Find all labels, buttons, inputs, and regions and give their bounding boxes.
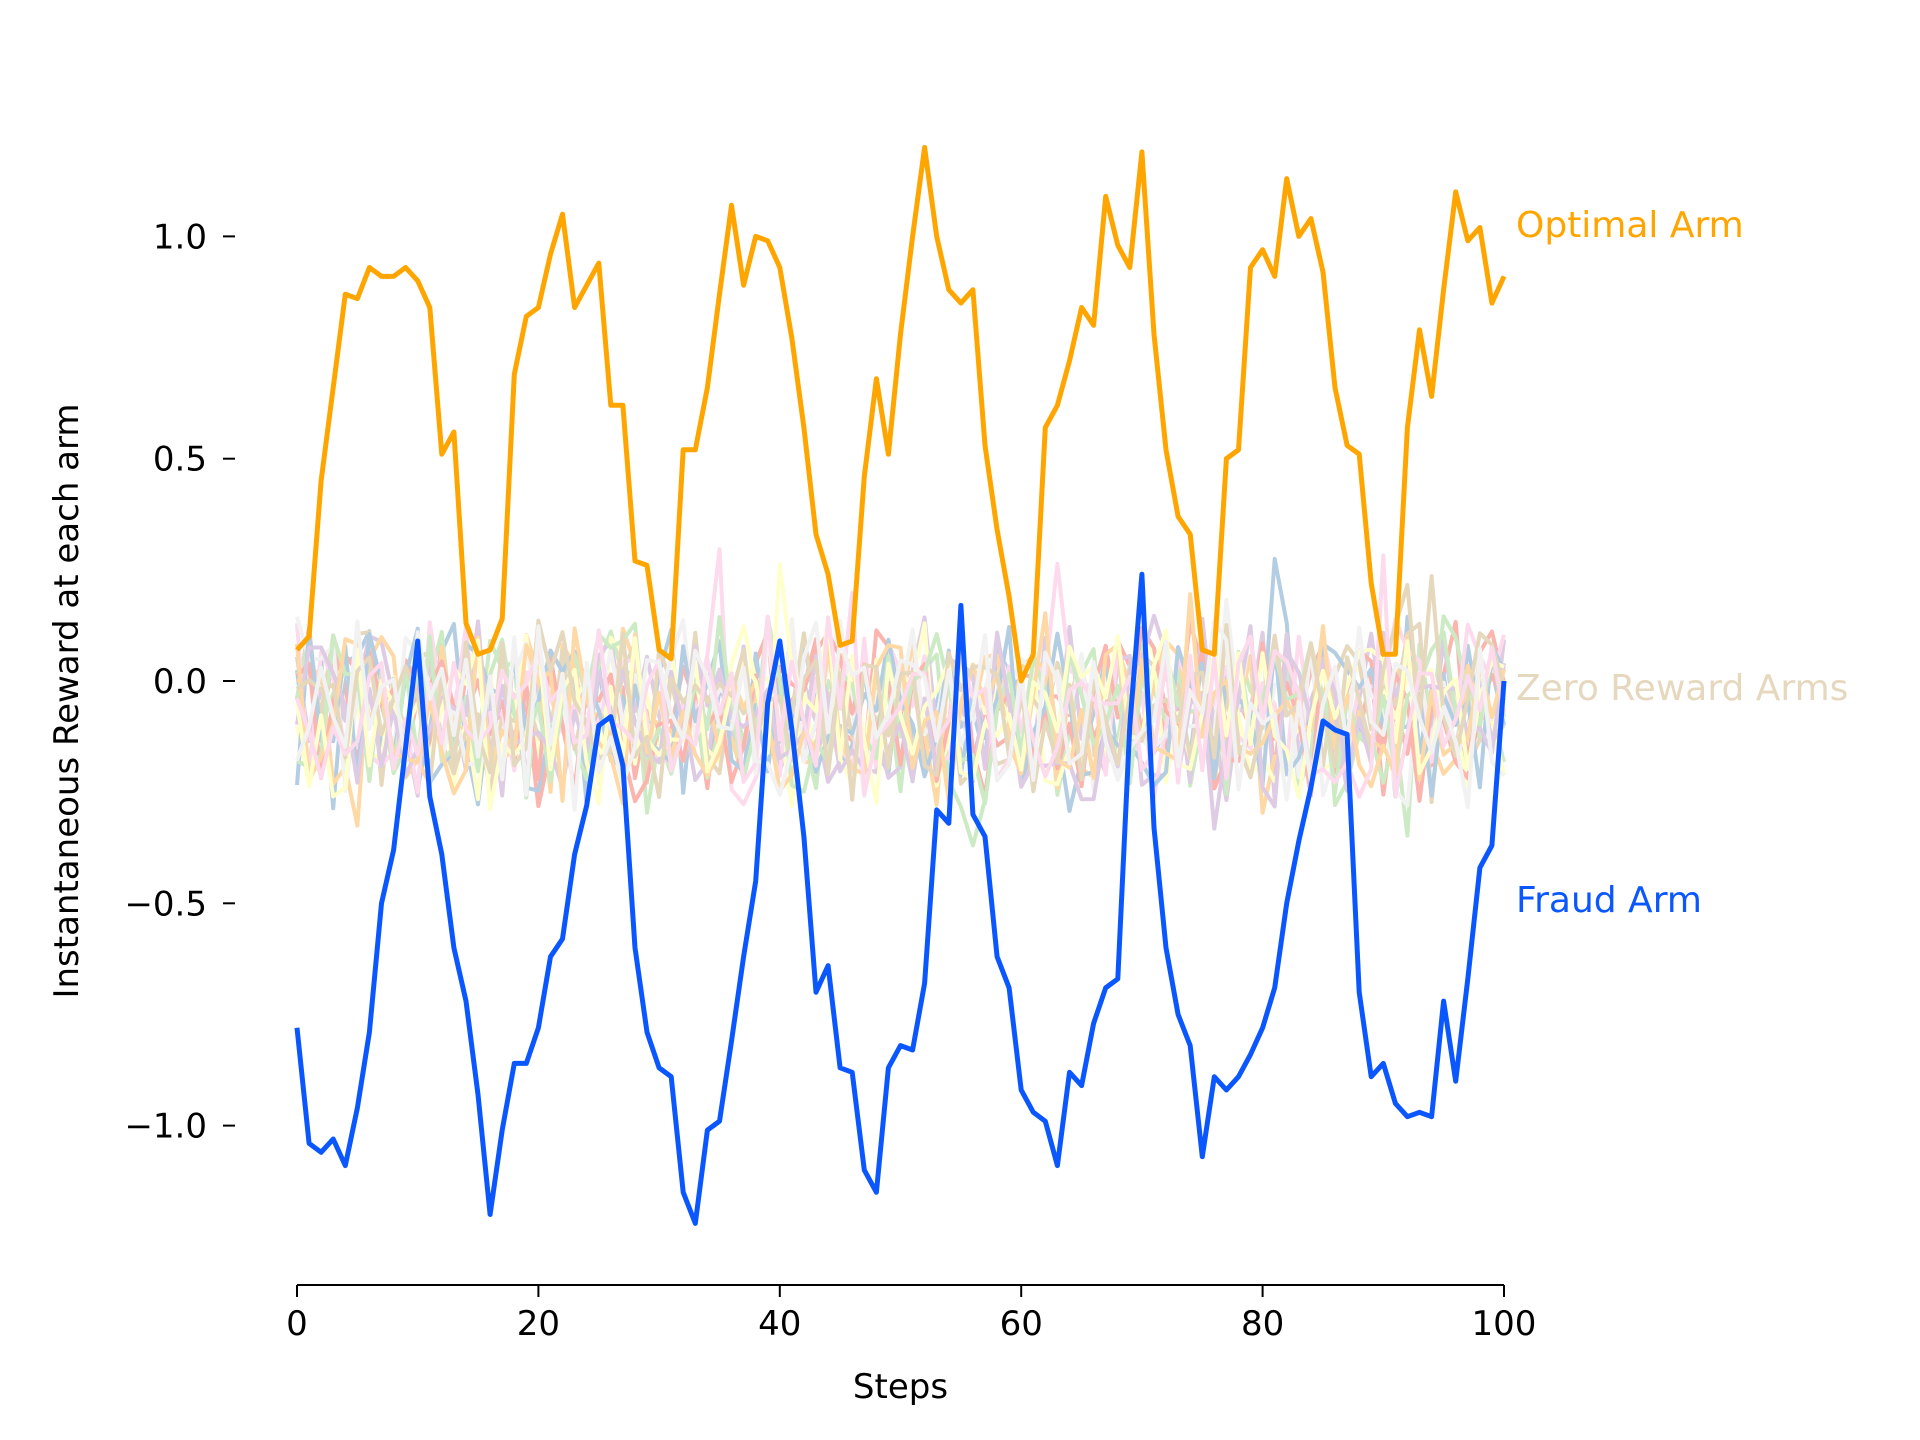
y-tick-label: −1.0 — [124, 1107, 207, 1147]
fraud-arm-line — [294, 571, 1507, 1226]
x-tick-label: 20 — [517, 1304, 560, 1344]
series-labels-group: Optimal Arm Zero Reward Arms Fraud Arm — [1516, 205, 1848, 921]
x-tick-label: 100 — [1472, 1304, 1537, 1344]
main-series-group — [294, 145, 1507, 1226]
optimal-arm-line — [295, 145, 1507, 684]
zero-reward-arm-line — [295, 619, 1506, 812]
zero-reward-series-group — [295, 547, 1506, 848]
y-axis-title: Instantaneous Reward at each arm — [47, 403, 87, 998]
x-axis-title: Steps — [853, 1367, 948, 1407]
series-label-zero-reward-arms: Zero Reward Arms — [1516, 668, 1848, 709]
y-tick-label: 1.0 — [153, 217, 207, 257]
x-tick-label: 40 — [758, 1304, 801, 1344]
x-tick-label: 80 — [1241, 1304, 1284, 1344]
x-tick-label: 0 — [286, 1304, 308, 1344]
y-tick-label: 0.0 — [153, 662, 207, 702]
x-tick-label: 60 — [1000, 1304, 1043, 1344]
y-tick-label: 0.5 — [153, 440, 207, 480]
zero-reward-arm-line — [295, 562, 1505, 812]
axes-group: 0 20 40 60 80 100 −1.0 −0.5 0.0 0.5 1.0 — [124, 217, 1536, 1344]
series-label-optimal-arm: Optimal Arm — [1516, 205, 1744, 246]
y-tick-label: −0.5 — [124, 884, 207, 924]
series-label-fraud-arm: Fraud Arm — [1516, 880, 1702, 921]
